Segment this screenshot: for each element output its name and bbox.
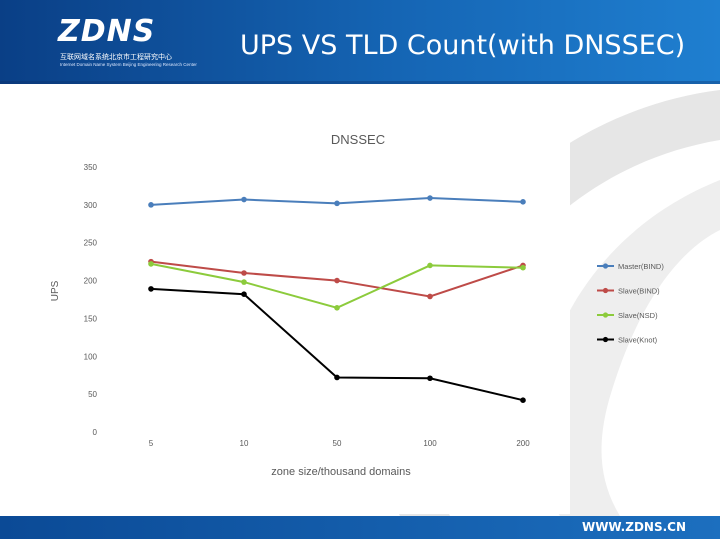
data-point xyxy=(148,286,154,292)
legend-label: Master(BIND) xyxy=(618,262,664,271)
legend-swatch-marker xyxy=(602,263,609,269)
legend-swatch-marker xyxy=(602,287,609,294)
slide-title: UPS VS TLD Count(with DNSSEC) xyxy=(240,30,686,61)
x-tick-label: 5 xyxy=(149,439,154,448)
data-point xyxy=(427,375,433,382)
x-tick-label: 100 xyxy=(423,439,437,448)
data-point xyxy=(427,293,433,300)
series-3 xyxy=(148,286,526,404)
x-tick-label: 200 xyxy=(516,439,530,448)
series-0 xyxy=(148,195,526,208)
series-lines xyxy=(148,195,526,404)
logo-subtitle-cn: 互联网域名系统北京市工程研究中心 xyxy=(60,54,172,61)
y-tick-label: 0 xyxy=(93,428,98,437)
legend-swatch-marker xyxy=(602,336,609,343)
data-point xyxy=(241,196,247,203)
y-tick-label: 250 xyxy=(84,239,98,248)
axis-ticks: 0 50 100 150 200 250 300 350 5 10 50 100 200 xyxy=(84,163,531,448)
x-tick-label: 10 xyxy=(240,439,249,448)
data-point xyxy=(427,262,433,269)
y-tick-label: 100 xyxy=(84,352,98,361)
footer-url: WWW.ZDNS.CN xyxy=(581,520,686,534)
data-point xyxy=(148,261,154,267)
data-point xyxy=(520,264,526,271)
y-tick-label: 50 xyxy=(88,390,97,399)
logo-text: ZDNS xyxy=(58,14,156,49)
legend-item: Slave(BIND) xyxy=(597,287,660,296)
data-point xyxy=(334,305,340,311)
data-point xyxy=(334,200,340,207)
legend-item: Slave(NSD) xyxy=(597,311,658,320)
series-2 xyxy=(148,261,526,311)
data-point xyxy=(334,374,340,381)
chart-title: DNSSEC xyxy=(331,132,385,147)
data-point xyxy=(520,397,526,404)
y-tick-label: 350 xyxy=(84,163,98,172)
legend-label: Slave(NSD) xyxy=(618,311,658,320)
footer-bar: WWW.ZDNS.CN xyxy=(0,516,720,539)
x-tick-label: 50 xyxy=(333,439,342,448)
y-tick-label: 200 xyxy=(84,277,98,286)
legend-item: Master(BIND) xyxy=(597,262,664,271)
y-axis-label: UPS xyxy=(50,280,61,301)
data-point xyxy=(241,270,247,276)
logo-subtitle-en: Internet Domain Name System Beijing Engi… xyxy=(60,62,197,67)
chart-legend: Master(BIND) Slave(BIND) Slave(NSD) Slave(K… xyxy=(597,262,664,345)
legend-label: Slave(BIND) xyxy=(618,287,660,296)
chart-plot-background xyxy=(70,122,570,514)
legend-swatch-marker xyxy=(602,312,609,318)
data-point xyxy=(427,195,433,201)
y-tick-label: 150 xyxy=(84,314,98,323)
header-banner: ZDNS 互联网域名系统北京市工程研究中心 Internet Domain Na… xyxy=(0,0,720,84)
data-point xyxy=(241,279,247,285)
data-point xyxy=(241,291,247,298)
data-point xyxy=(148,202,154,208)
legend-label: Slave(Knot) xyxy=(618,336,658,345)
x-axis-label: zone size/thousand domains xyxy=(271,466,411,478)
zdns-logo: ZDNS 互联网域名系统北京市工程研究中心 Internet Domain Na… xyxy=(58,14,208,74)
data-point xyxy=(334,277,340,284)
legend-item: Slave(Knot) xyxy=(597,336,658,345)
data-point xyxy=(520,199,526,205)
y-tick-label: 300 xyxy=(84,201,98,210)
